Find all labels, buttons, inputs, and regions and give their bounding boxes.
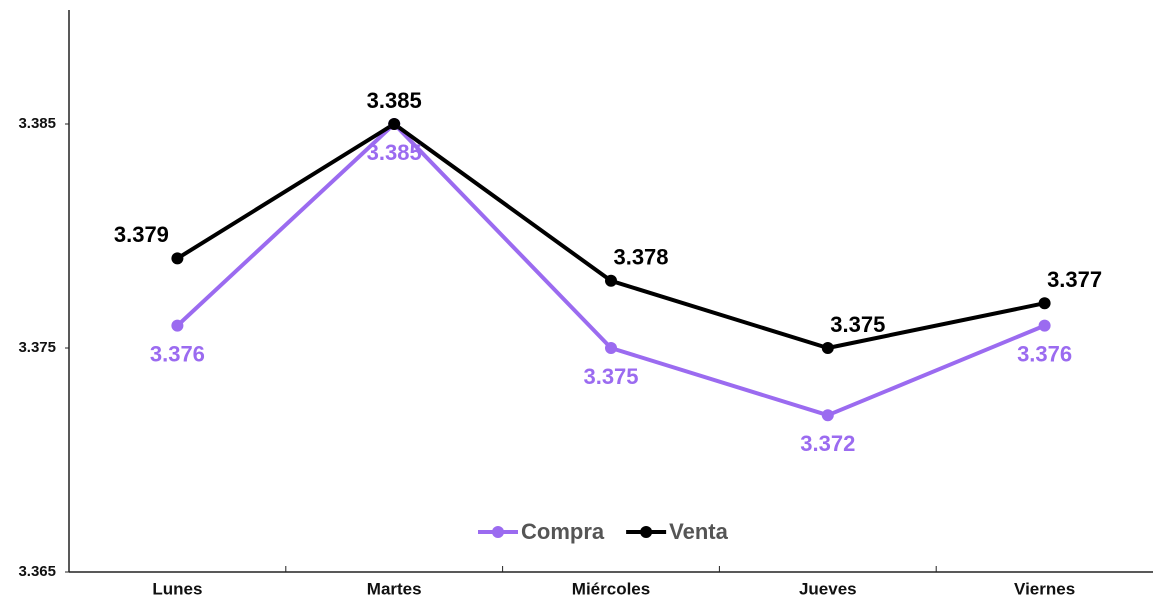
value-label: 3.376 (1017, 341, 1072, 366)
data-point (1038, 319, 1051, 332)
value-label: 3.377 (1047, 267, 1102, 292)
data-point (605, 274, 617, 287)
x-tick-label: Miércoles (572, 579, 650, 598)
data-point (171, 252, 184, 265)
y-tick-label: 3.375 (18, 339, 56, 356)
y-tick-label: 3.385 (18, 115, 56, 132)
value-label: 3.375 (830, 312, 885, 337)
x-tick-label: Viernes (1014, 579, 1075, 598)
data-point (388, 118, 401, 130)
data-point (605, 342, 617, 354)
data-point (821, 409, 834, 422)
value-label: 3.385 (367, 88, 422, 113)
data-point (171, 319, 184, 332)
x-tick-label: Martes (367, 579, 422, 598)
y-tick-label: 3.365 (18, 563, 56, 580)
value-label: 3.378 (613, 245, 668, 270)
data-point (1038, 297, 1051, 310)
data-point (821, 342, 834, 354)
legend-label: Venta (669, 519, 728, 544)
legend-marker (640, 526, 653, 538)
value-label: 3.372 (800, 431, 855, 456)
value-label: 3.376 (150, 341, 205, 366)
series-line (176, 122, 1046, 350)
value-label: 3.375 (583, 364, 638, 389)
legend-label: Compra (521, 519, 605, 544)
x-tick-label: Jueves (799, 579, 857, 598)
x-tick-label: Lunes (152, 579, 202, 598)
value-label: 3.379 (114, 222, 169, 247)
legend-marker (492, 526, 504, 538)
value-label: 3.385 (367, 140, 422, 165)
